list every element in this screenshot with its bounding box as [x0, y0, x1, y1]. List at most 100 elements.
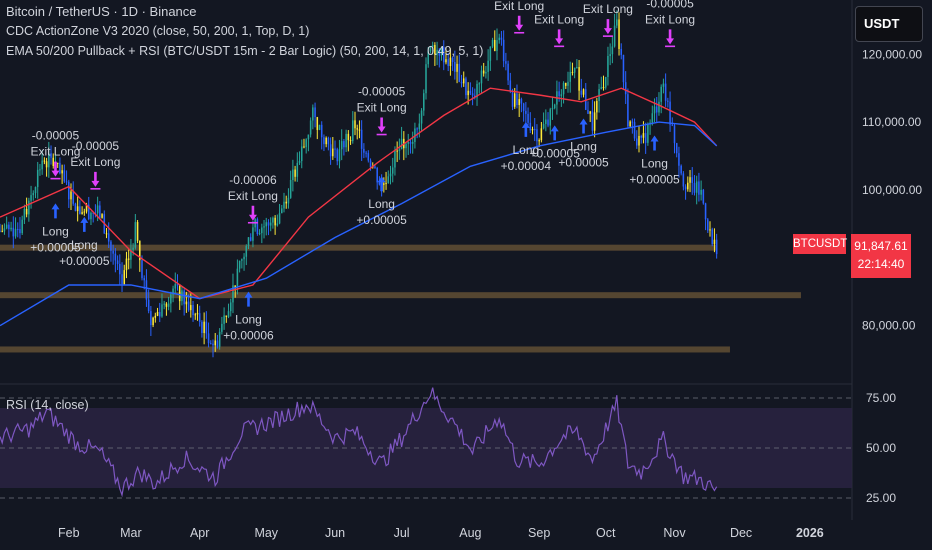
candle-body — [482, 70, 485, 74]
candle-body — [436, 49, 438, 55]
time-tick-label: 2026 — [796, 526, 824, 540]
candle-body — [267, 222, 270, 226]
candle-body — [205, 321, 208, 334]
candle-body — [176, 284, 179, 286]
exit-long-value: -0.00005 — [72, 139, 120, 153]
candle-body — [471, 93, 474, 96]
candle-body — [509, 80, 512, 92]
candle-body — [116, 260, 119, 264]
exit-long-arrow-icon — [248, 205, 257, 221]
support-zone — [0, 292, 801, 299]
candle-body — [320, 124, 323, 138]
candle-body — [123, 270, 126, 285]
candle-body — [210, 343, 212, 345]
candle-body — [65, 181, 68, 183]
candle-body — [502, 39, 505, 62]
candle-body — [349, 140, 352, 142]
candle-body — [494, 39, 496, 51]
candle-body — [68, 181, 70, 200]
candle-body — [318, 124, 321, 130]
candle-body — [651, 113, 654, 123]
candle-body — [447, 59, 449, 66]
candle-body — [114, 253, 117, 261]
candle-body — [695, 181, 698, 193]
candle-body — [276, 223, 279, 226]
candle-body — [684, 186, 687, 190]
candle-body — [16, 229, 19, 231]
candle-body — [249, 237, 252, 241]
exit-long-label: Exit Long — [228, 189, 278, 203]
candle-body — [485, 71, 487, 74]
candle-body — [325, 137, 327, 145]
candle-body — [332, 148, 334, 157]
long-entry-arrow-icon — [579, 118, 588, 134]
rsi-tick-label: 50.00 — [866, 441, 896, 455]
candle-body — [81, 212, 83, 214]
candle-body — [407, 142, 410, 144]
candle-body — [334, 148, 336, 150]
support-zones — [0, 244, 801, 353]
candle-body — [23, 208, 26, 220]
time-tick-label: Oct — [596, 526, 616, 540]
exit-long-value: -0.00005 — [32, 129, 80, 143]
candle-body — [360, 129, 363, 149]
candle-body — [261, 227, 263, 234]
candle-body — [79, 206, 81, 214]
candle-body — [87, 204, 90, 220]
candle-body — [571, 72, 574, 74]
rsi-indicator-title[interactable]: RSI (14, close) — [6, 398, 89, 412]
candle-body — [132, 247, 134, 250]
candle-body — [143, 278, 145, 281]
long-entry-label: Long — [641, 157, 668, 171]
bar-countdown: 22:14:40 — [857, 257, 905, 271]
currency-button[interactable]: USDT — [855, 6, 923, 42]
ema-lines — [0, 87, 718, 327]
exit-long-label: Exit Long — [583, 2, 633, 16]
time-tick-label: Nov — [663, 526, 686, 540]
candle-body — [76, 206, 79, 212]
candle-body — [420, 110, 423, 124]
candle-body — [498, 37, 500, 41]
long-entry-label: Long — [42, 224, 69, 238]
candle-body — [653, 106, 656, 114]
candle-body — [540, 128, 543, 141]
candle-body — [576, 67, 578, 69]
candle-body — [21, 219, 23, 234]
candle-body — [170, 294, 172, 304]
candle-body — [30, 195, 32, 201]
long-entry-value: +0.00005 — [629, 173, 680, 187]
candle-body — [19, 229, 21, 234]
indicator-ema-pullback-rsi[interactable]: EMA 50/200 Pullback + RSI (BTC/USDT 15m … — [6, 44, 484, 58]
candle-body — [121, 274, 123, 285]
indicator-cdc-actionzone[interactable]: CDC ActionZone V3 2020 (close, 50, 200, … — [6, 24, 310, 38]
candle-body — [505, 61, 507, 64]
candle-body — [469, 90, 472, 94]
candle-body — [183, 290, 185, 305]
chart-title[interactable]: Bitcoin / TetherUS · 1D · Binance — [6, 4, 197, 19]
long-entry-arrow-icon — [51, 203, 60, 219]
candle-body — [431, 44, 434, 48]
candle-body — [56, 162, 59, 164]
candle-body — [680, 165, 682, 174]
candle-body — [602, 87, 605, 89]
candle-body — [522, 103, 525, 111]
exit-long-arrow-icon — [666, 29, 675, 45]
candle-body — [227, 311, 230, 317]
long-entry-arrow-icon — [650, 135, 659, 151]
candle-body — [434, 44, 436, 55]
candle-body — [365, 152, 367, 154]
candle-body — [385, 183, 387, 185]
candle-body — [429, 47, 432, 52]
candle-body — [307, 134, 310, 140]
candle-body — [150, 311, 152, 326]
candle-body — [715, 239, 718, 255]
exit-long-label: Exit Long — [645, 12, 695, 26]
candle-body — [74, 203, 77, 212]
candle-body — [525, 110, 527, 114]
candle-body — [305, 139, 307, 148]
candle-body — [644, 133, 647, 143]
candle-body — [99, 205, 101, 218]
candle-body — [516, 93, 518, 106]
time-tick-label: Mar — [120, 526, 142, 540]
